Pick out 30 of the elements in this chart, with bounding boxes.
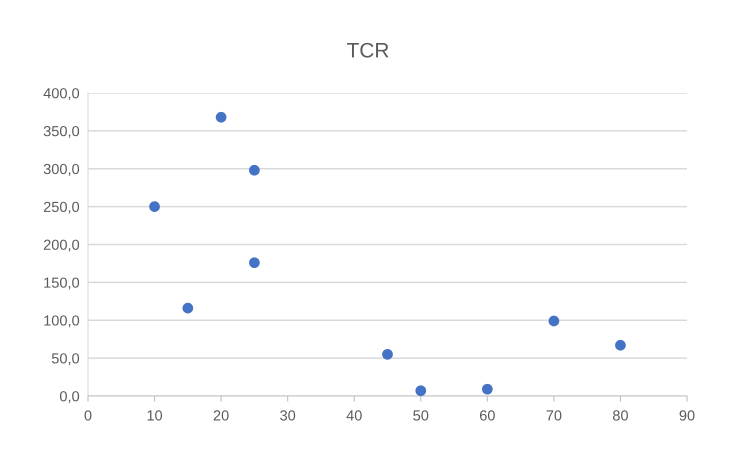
y-tick-label: 200,0 <box>44 240 80 252</box>
y-tick-label: 0,0 <box>60 391 80 404</box>
point <box>182 302 194 314</box>
x-tick-label: 30 <box>280 410 296 421</box>
y-tick-label: 100,0 <box>44 315 80 328</box>
y-tick-label: 50,0 <box>52 353 80 366</box>
x-tick-label: 90 <box>680 410 695 421</box>
y-tick-label: 300,0 <box>44 164 80 176</box>
point <box>615 340 626 351</box>
x-tick-label: 0 <box>84 410 92 421</box>
point <box>249 164 260 176</box>
point <box>482 384 493 395</box>
point <box>216 112 226 123</box>
x-tick-label: 20 <box>214 410 229 421</box>
x-tick-label: 60 <box>480 410 495 421</box>
point <box>415 385 426 396</box>
x-tick-label: 40 <box>346 410 362 421</box>
point <box>548 316 560 326</box>
y-tick-label: 350,0 <box>44 126 80 138</box>
x-tick-label: 70 <box>546 410 562 421</box>
y-tick-label: 400,0 <box>44 88 80 100</box>
point <box>382 348 393 360</box>
x-tick-label: 80 <box>612 410 628 421</box>
point <box>149 201 160 212</box>
chart-title: TCR <box>347 42 388 58</box>
y-tick-label: 150,0 <box>44 277 80 290</box>
y-tick-label: 250,0 <box>44 202 80 214</box>
point <box>249 257 260 268</box>
x-tick-label: 50 <box>413 410 428 421</box>
x-tick-label: 10 <box>148 410 162 421</box>
